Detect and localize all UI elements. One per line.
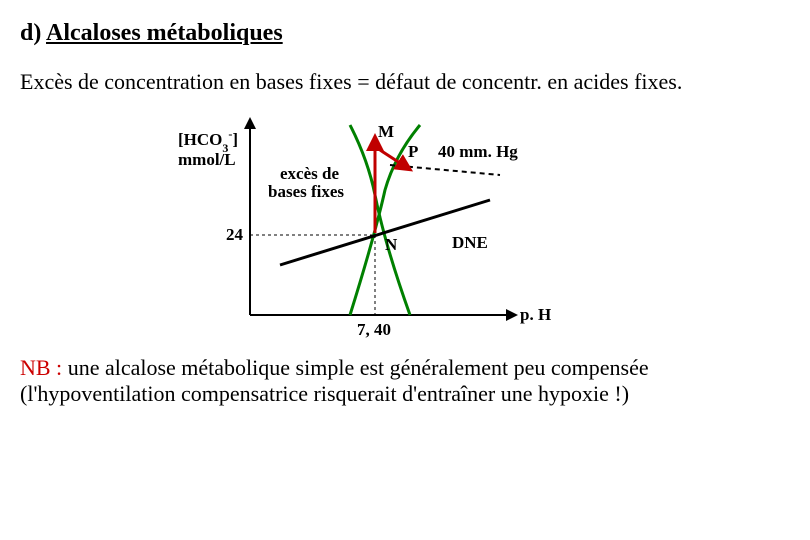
- section-title: d) Alcaloses métaboliques: [20, 20, 790, 47]
- svg-text:M: M: [378, 122, 394, 141]
- svg-text:P: P: [408, 142, 418, 161]
- note-line2: (l'hypoventilation compensatrice risquer…: [20, 381, 629, 406]
- svg-text:7, 40: 7, 40: [357, 320, 391, 339]
- nb-label: NB :: [20, 355, 62, 380]
- svg-text:p. H: p. H: [520, 305, 551, 324]
- title-text: Alcaloses métaboliques: [46, 20, 283, 46]
- note-block: NB : une alcalose métabolique simple est…: [20, 355, 790, 407]
- note-line1: une alcalose métabolique simple est géné…: [62, 355, 648, 380]
- svg-text:excès de: excès de: [280, 164, 339, 183]
- svg-text:40 mm. Hg: 40 mm. Hg: [438, 142, 518, 161]
- davenport-diagram: [HCO3-]mmol/L247, 40p. HMPN40 mm. HgDNEe…: [150, 115, 620, 345]
- title-prefix: d): [20, 20, 46, 46]
- svg-text:bases fixes: bases fixes: [268, 182, 344, 201]
- svg-text:N: N: [385, 235, 398, 254]
- svg-text:24: 24: [226, 225, 244, 244]
- diagram-svg: [HCO3-]mmol/L247, 40p. HMPN40 mm. HgDNEe…: [150, 115, 620, 345]
- subtitle: Excès de concentration en bases fixes = …: [20, 69, 790, 95]
- svg-text:DNE: DNE: [452, 233, 488, 252]
- svg-text:mmol/L: mmol/L: [178, 150, 236, 169]
